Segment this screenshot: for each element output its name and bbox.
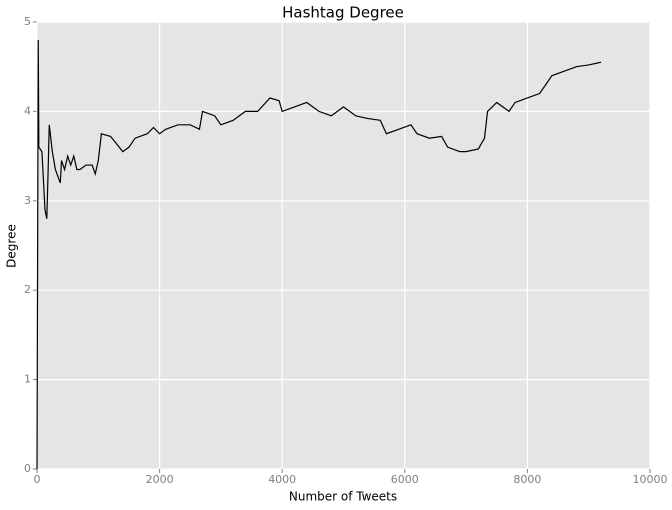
x-tick-label: 2000 <box>146 473 174 486</box>
y-tick-label: 1 <box>24 373 31 386</box>
chart-title: Hashtag Degree <box>282 4 404 22</box>
y-tick-label: 4 <box>24 104 31 117</box>
x-tick-label: 4000 <box>268 473 296 486</box>
y-tick-label: 0 <box>24 462 31 475</box>
y-tick-label: 2 <box>24 283 31 296</box>
x-tick-label: 8000 <box>513 473 541 486</box>
x-tick-label: 10000 <box>633 473 668 486</box>
y-tick-label: 5 <box>24 15 31 28</box>
data-line <box>36 39 602 470</box>
x-axis-title: Number of Tweets <box>289 490 397 504</box>
x-tick-label: 6000 <box>391 473 419 486</box>
x-tick-label: 0 <box>34 473 41 486</box>
y-axis-title: Degree <box>5 224 19 268</box>
y-tick-label: 3 <box>24 194 31 207</box>
plot-background <box>37 22 650 469</box>
